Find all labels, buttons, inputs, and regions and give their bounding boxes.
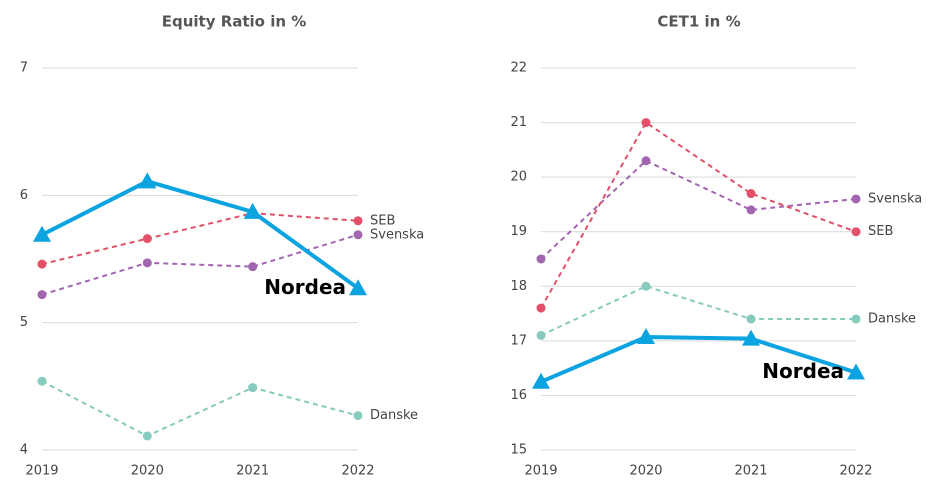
x-tick-label: 2022: [839, 464, 872, 479]
marker: [532, 372, 550, 389]
marker: [353, 411, 363, 421]
marker: [851, 194, 861, 204]
marker: [641, 281, 651, 291]
y-tick-label: 15: [510, 443, 527, 458]
series-label: Svenska: [370, 227, 424, 242]
x-tick-label: 2022: [341, 464, 374, 479]
marker: [248, 383, 258, 393]
marker: [742, 329, 760, 346]
marker: [746, 314, 756, 324]
marker: [847, 363, 865, 380]
y-tick-label: 5: [20, 315, 28, 330]
marker: [37, 259, 47, 269]
y-tick-label: 19: [510, 224, 527, 239]
series-label: Svenska: [868, 191, 922, 206]
x-tick-label: 2019: [524, 464, 557, 479]
marker: [349, 279, 367, 296]
x-tick-label: 2020: [629, 464, 662, 479]
chart-title: CET1 in %: [657, 13, 740, 31]
x-tick-label: 2021: [236, 464, 269, 479]
series-label: SEB: [370, 213, 395, 228]
marker: [641, 156, 651, 166]
marker: [746, 205, 756, 215]
series-line: [540, 285, 856, 337]
series-label: Danske: [370, 408, 418, 423]
marker: [536, 330, 546, 340]
marker: [536, 303, 546, 313]
series-line: [540, 335, 857, 384]
marker: [641, 118, 651, 128]
y-tick-label: 22: [510, 61, 527, 76]
marker: [138, 172, 157, 189]
y-tick-label: 16: [510, 388, 527, 403]
marker: [746, 189, 756, 199]
marker: [353, 230, 363, 240]
y-tick-label: 20: [510, 170, 527, 185]
marker: [353, 216, 363, 226]
y-tick-label: 21: [510, 115, 527, 130]
y-tick-label: 18: [510, 279, 527, 294]
series-line: [540, 159, 857, 260]
series-label: Nordea: [264, 275, 346, 299]
series-line: [41, 212, 359, 266]
series-label: Nordea: [762, 359, 844, 383]
x-tick-label: 2020: [131, 464, 164, 479]
series-label: SEB: [868, 224, 893, 239]
series-label: Danske: [868, 312, 916, 327]
marker: [243, 202, 262, 219]
marker: [248, 262, 258, 272]
y-tick-label: 17: [510, 333, 527, 348]
marker: [851, 314, 861, 324]
marker: [142, 258, 152, 268]
y-tick-label: 6: [20, 188, 28, 203]
marker: [37, 376, 47, 386]
marker: [142, 431, 152, 441]
x-tick-label: 2019: [25, 464, 58, 479]
marker: [33, 225, 51, 242]
series-line: [41, 380, 359, 438]
marker: [142, 234, 152, 244]
series-line: [41, 179, 360, 290]
marker: [37, 290, 47, 300]
marker: [637, 328, 655, 345]
y-tick-label: 7: [20, 61, 28, 76]
chart-title: Equity Ratio in %: [162, 13, 307, 31]
x-tick-label: 2021: [734, 464, 767, 479]
y-tick-label: 4: [20, 443, 28, 458]
marker: [851, 227, 861, 237]
marker: [536, 254, 546, 264]
